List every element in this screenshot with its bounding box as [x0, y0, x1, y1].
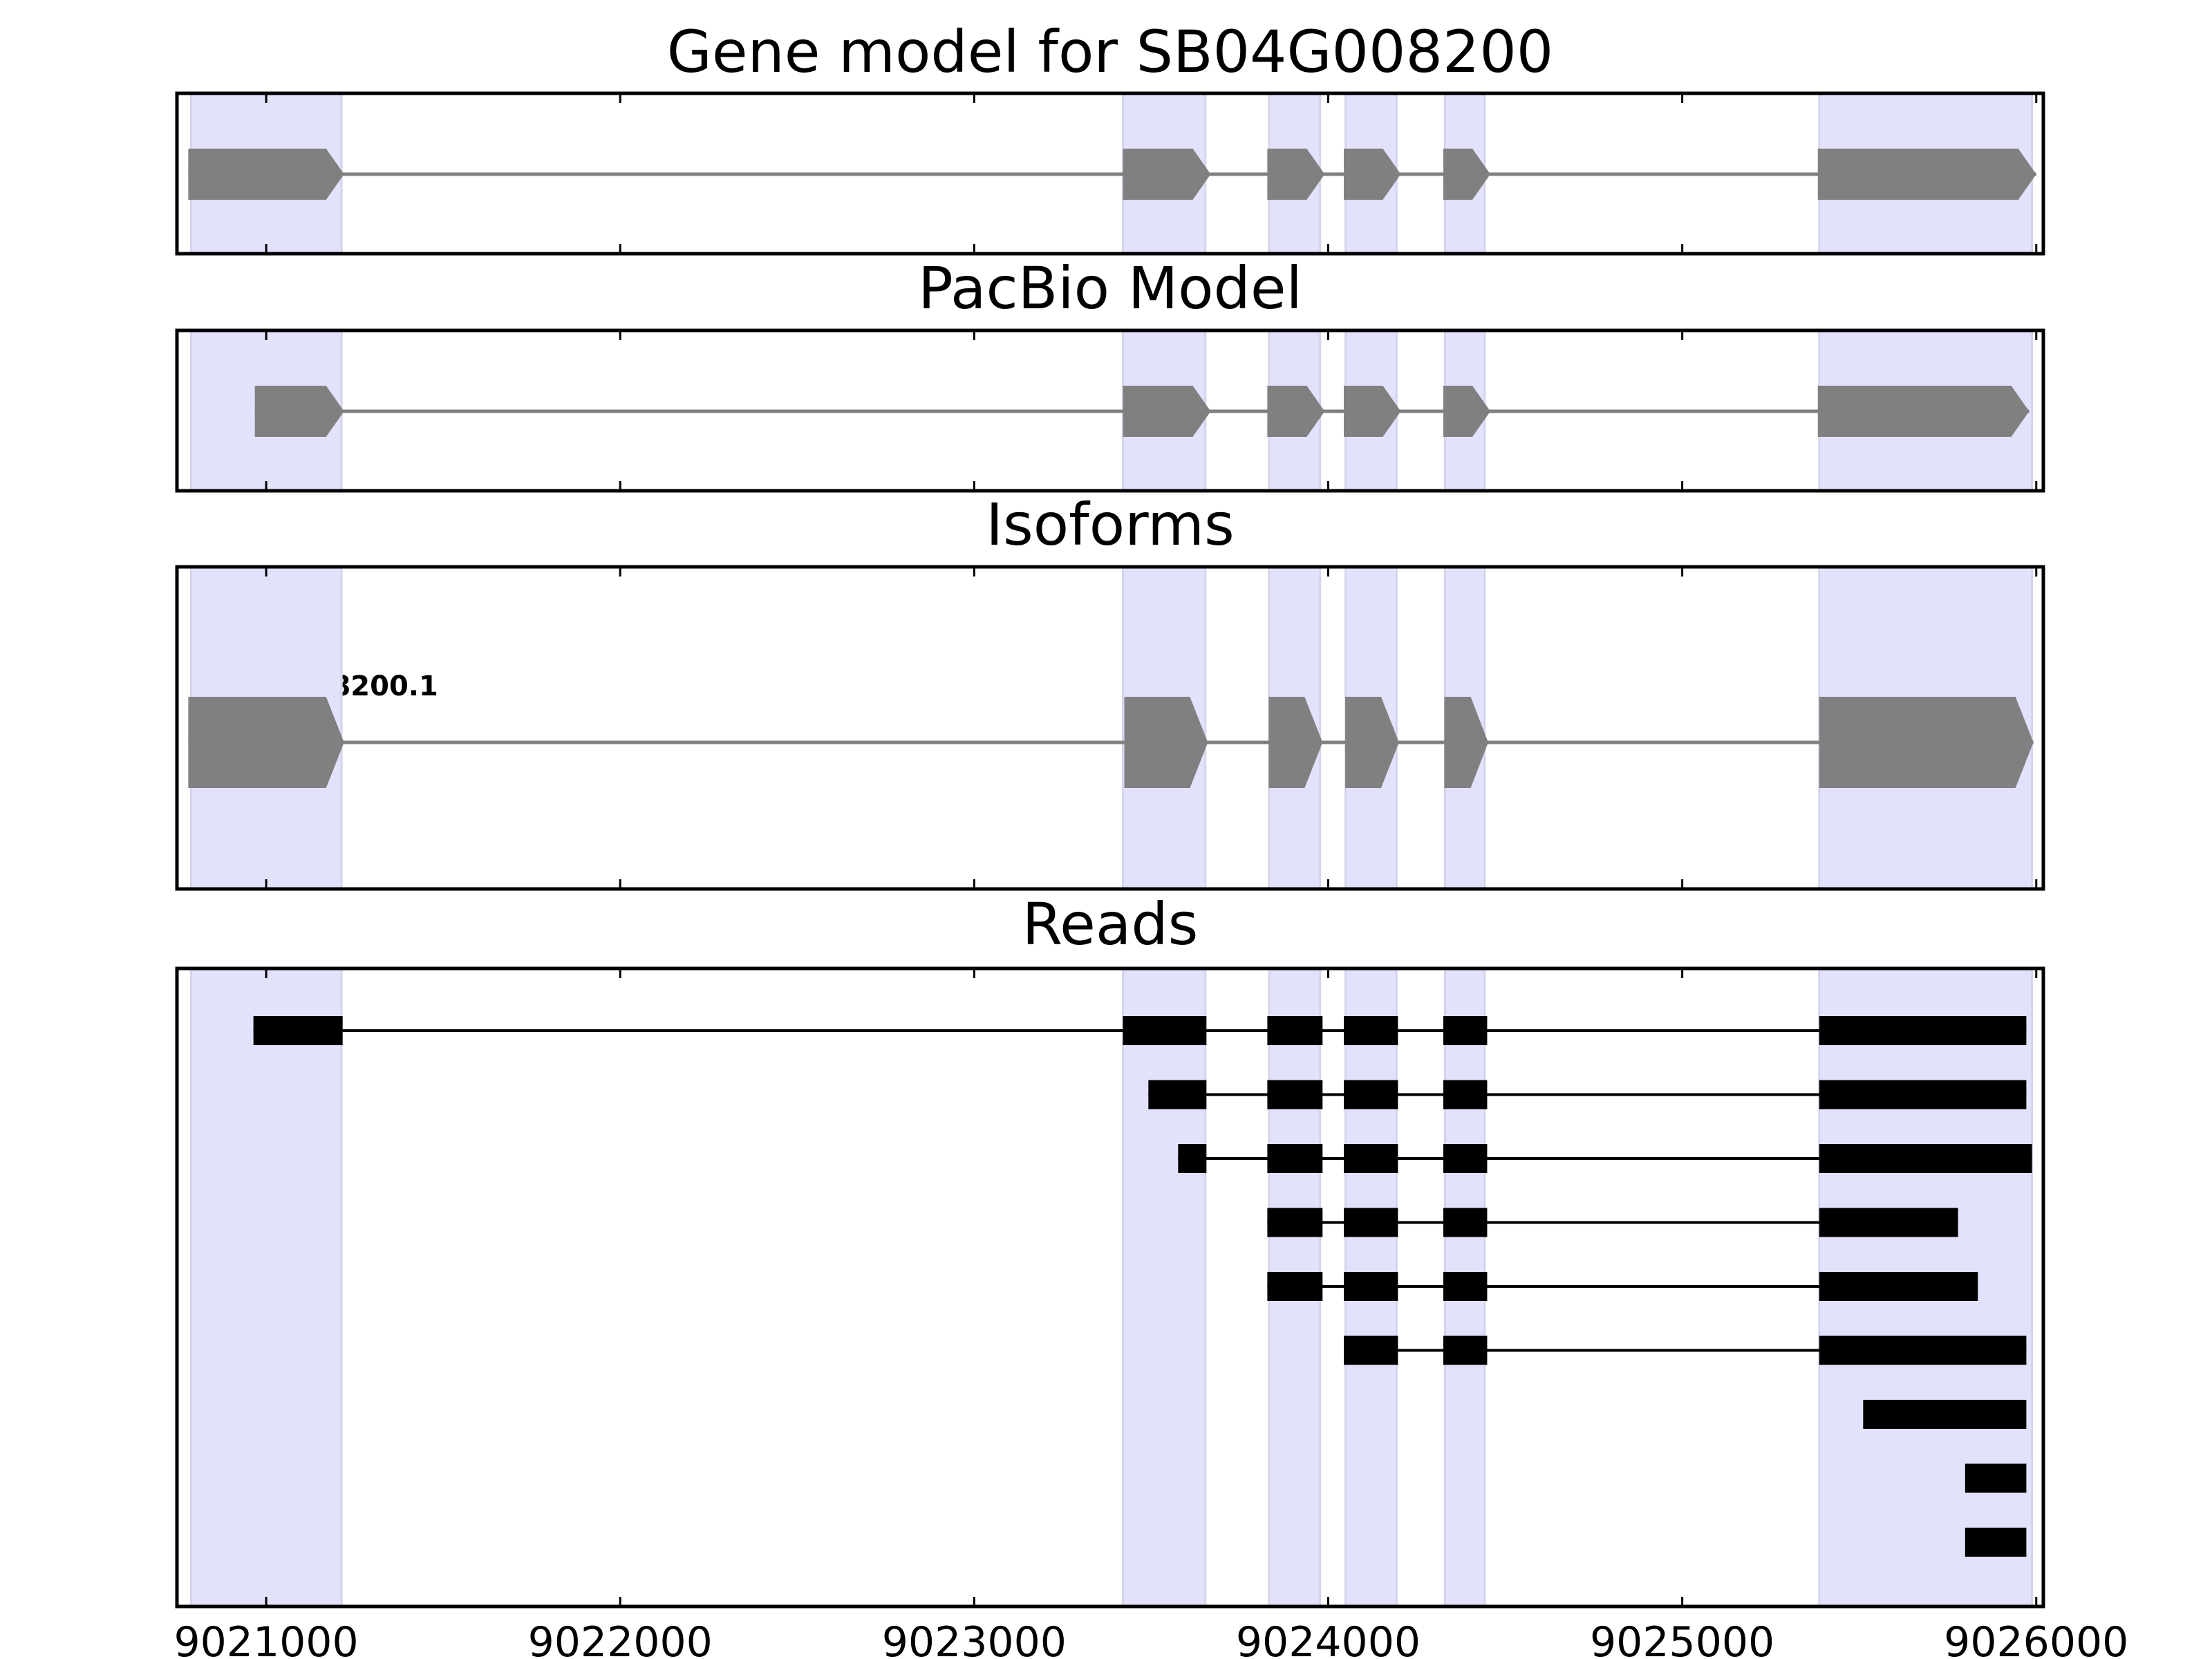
exon-arrow	[254, 386, 344, 437]
read-block	[1344, 1335, 1398, 1365]
read-block	[1819, 1335, 2027, 1365]
read-block	[1443, 1272, 1488, 1301]
read-block	[1443, 1144, 1488, 1173]
read-block	[1123, 1016, 1207, 1045]
read-block	[1443, 1080, 1488, 1109]
panel-title-isoforms: Isoforms	[986, 491, 1235, 559]
panel-title-gene-model: Gene model for SB04G008200	[667, 18, 1553, 86]
exon-arrow	[188, 697, 344, 788]
read-block	[1443, 1208, 1488, 1237]
exon-arrow	[1267, 386, 1325, 437]
read-block	[1443, 1335, 1488, 1365]
exon-arrow	[1817, 386, 2030, 437]
exon-arrow	[188, 149, 344, 200]
read-block	[1344, 1208, 1398, 1237]
x-tick-label: 9026000	[1944, 1618, 2128, 1659]
exon-arrow	[1267, 149, 1325, 200]
read-block	[1819, 1016, 2027, 1045]
exon-arrow	[1443, 386, 1491, 437]
read-block	[1863, 1400, 2027, 1429]
panel-title-reads: Reads	[1022, 890, 1199, 958]
read-block	[1267, 1272, 1323, 1301]
exon-arrow	[1123, 386, 1211, 437]
exon-arrow	[1124, 697, 1208, 788]
exon-arrow	[1345, 697, 1399, 788]
read-block	[1267, 1016, 1323, 1045]
exon-arrow	[1443, 149, 1491, 200]
exon-arrow	[1817, 149, 2036, 200]
read-block	[1267, 1080, 1323, 1109]
exon-arrow	[1444, 697, 1488, 788]
read-block	[1344, 1080, 1398, 1109]
x-tick-label: 9025000	[1590, 1618, 1774, 1659]
exon-highlight	[189, 967, 343, 1608]
exon-arrow	[1344, 149, 1401, 200]
panel-frame	[175, 91, 2045, 256]
x-tick-label: 9021000	[174, 1618, 358, 1659]
read-block	[1344, 1144, 1398, 1173]
read-block	[1819, 1272, 1978, 1301]
read-block	[1344, 1272, 1398, 1301]
exon-arrow	[1268, 697, 1323, 788]
panel-frame	[175, 565, 2045, 891]
x-tick-label: 9022000	[528, 1618, 713, 1659]
read-block	[1267, 1144, 1323, 1173]
x-tick-label: 9023000	[882, 1618, 1067, 1659]
exon-arrow	[1123, 149, 1211, 200]
exon-highlight	[1121, 967, 1207, 1608]
read-block	[1819, 1080, 2027, 1109]
read-block	[1178, 1144, 1207, 1173]
read-block	[1965, 1463, 2027, 1493]
read-block	[1819, 1208, 1958, 1237]
panel-title-pacbio-model: PacBio Model	[918, 254, 1302, 322]
read-block	[1267, 1208, 1323, 1237]
panel-frame	[175, 966, 2045, 1609]
read-block	[253, 1016, 343, 1045]
read-block	[1443, 1016, 1488, 1045]
exon-arrow	[1819, 697, 2034, 788]
read-block	[1148, 1080, 1207, 1109]
read-block	[1819, 1144, 2032, 1173]
exon-arrow	[1344, 386, 1401, 437]
x-tick-label: 9024000	[1236, 1618, 1421, 1659]
read-block	[1965, 1528, 2027, 1557]
read-block	[1344, 1016, 1398, 1045]
panel-frame	[175, 328, 2045, 493]
